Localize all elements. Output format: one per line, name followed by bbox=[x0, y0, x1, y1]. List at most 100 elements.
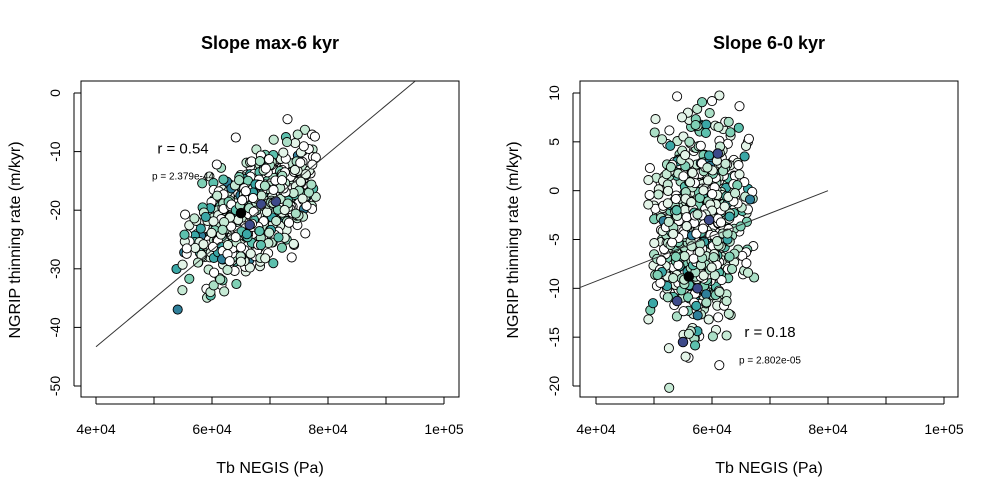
panel-2-highlight-point bbox=[692, 283, 703, 294]
panel-2-data-point bbox=[702, 162, 713, 173]
panel-2-data-point bbox=[704, 108, 715, 119]
panel-2-data-point bbox=[665, 140, 676, 151]
panel-1-x-tick-label: 8e+04 bbox=[308, 421, 348, 437]
panel-1-data-point bbox=[212, 190, 223, 201]
panel-2-data-point bbox=[741, 258, 752, 269]
panel-1-data-point bbox=[271, 215, 282, 227]
panel-2-data-point bbox=[681, 221, 692, 232]
panel-1-correlation-annotation: r = 0.54 bbox=[157, 140, 208, 157]
panel-1-plot-layer: 4e+04 6e+04 8e+04 1e+05 -50 -40 -30 -20 -10 0 r = … bbox=[47, 80, 464, 437]
panel-1-data-point bbox=[260, 163, 271, 174]
panel-2-data-point bbox=[643, 199, 654, 210]
panel-1-data-point bbox=[215, 274, 226, 285]
panel-1-data-point bbox=[226, 221, 237, 232]
panel-1-data-point bbox=[295, 176, 306, 187]
panel-1-data-point bbox=[245, 248, 256, 259]
panel-2-x-tick-label: 8e+04 bbox=[808, 421, 848, 437]
panel-1-data-point bbox=[268, 258, 279, 269]
panel-1-data-point bbox=[290, 208, 301, 219]
panel-1-data-point bbox=[259, 180, 270, 191]
panel-2-data-point bbox=[712, 236, 723, 247]
panel-2-data-point bbox=[703, 314, 714, 325]
panel-1-data-point bbox=[206, 227, 217, 238]
panel-2-data-point bbox=[679, 251, 690, 262]
panel-1-data-point bbox=[217, 224, 228, 235]
panel-1-data-point bbox=[211, 159, 222, 170]
panel-2-data-point bbox=[725, 127, 736, 138]
panel-1-x-tick-label: 6e+04 bbox=[192, 421, 232, 437]
panel-2-regression-line bbox=[580, 190, 829, 289]
panel-2-highlight-point bbox=[683, 271, 695, 282]
panel-2-data-point bbox=[668, 273, 679, 284]
panel-2-y-tick-label: 10 bbox=[546, 85, 562, 101]
panel-1-x-tick-label: 4e+04 bbox=[76, 421, 116, 437]
panel-2-highlight-point bbox=[671, 295, 683, 307]
panel-2-y-tick-label: -15 bbox=[546, 327, 562, 347]
panel-2-data-point bbox=[723, 116, 734, 127]
panel-2-title: Slope 6-0 kyr bbox=[713, 33, 825, 53]
panel-1-data-point bbox=[230, 232, 241, 243]
panel-2-data-point bbox=[706, 262, 717, 273]
panel-2-data-point bbox=[684, 136, 695, 147]
panel-1-data-point bbox=[244, 262, 255, 273]
panel-1-data-point bbox=[283, 217, 295, 228]
panel-2-data-point bbox=[706, 96, 718, 107]
panel-1-data-point bbox=[208, 216, 219, 227]
panel-2-data-point bbox=[724, 251, 735, 262]
panel-2-data-point bbox=[691, 300, 702, 311]
panel-2-data-point bbox=[671, 311, 682, 322]
panel-1-y-tick-label: -30 bbox=[47, 258, 63, 278]
panel-2-data-point bbox=[721, 295, 732, 307]
panel-1-data-point bbox=[209, 267, 220, 278]
panel-2-correlation-annotation: r = 0.18 bbox=[744, 324, 795, 341]
panel-2-data-point bbox=[668, 228, 679, 239]
panel-1-data-point bbox=[184, 273, 195, 284]
panel-2-plot-layer: 4e+04 6e+04 8e+04 1e+05 -20 -15 -10 -5 0 5 10 r = 0… bbox=[546, 80, 964, 437]
panel-1-y-tick-label: -10 bbox=[47, 141, 63, 161]
panel-2-data-point bbox=[719, 201, 730, 212]
panel-2: Slope 6-0 kyr Tb NEGIS (Pa) NGRIP thinni… bbox=[505, 33, 964, 477]
panel-2-y-tick-label: 5 bbox=[546, 138, 562, 146]
panel-1-data-point bbox=[218, 174, 229, 185]
panel-2-y-tick-label: 0 bbox=[546, 187, 562, 195]
panel-2-data-point bbox=[649, 127, 660, 138]
panel-1-data-point bbox=[254, 226, 265, 237]
panel-2-data-point bbox=[643, 175, 654, 186]
panel-1-y-tick-label: 0 bbox=[47, 89, 63, 97]
panel-2-data-point bbox=[697, 97, 708, 108]
panel-2-data-point bbox=[715, 217, 727, 228]
panel-1-data-point bbox=[276, 242, 288, 253]
panel-2-data-point bbox=[716, 275, 727, 286]
panel-1-data-point bbox=[219, 286, 230, 297]
panel-2-data-point bbox=[672, 91, 683, 102]
panel-2-data-point bbox=[652, 269, 663, 281]
panel-1-data-point bbox=[208, 280, 219, 291]
panel-1-data-point bbox=[177, 259, 188, 270]
panel-2-data-point bbox=[698, 185, 709, 196]
panel-2-data-point bbox=[694, 246, 705, 257]
panel-1-data-point bbox=[230, 132, 241, 143]
panel-1-data-point bbox=[306, 179, 317, 190]
panel-2-data-point bbox=[692, 209, 703, 220]
panel-2-data-point bbox=[692, 103, 703, 115]
panel-1-data-point bbox=[207, 241, 219, 252]
panel-1-data-point bbox=[195, 223, 206, 234]
panel-1-data-point bbox=[268, 184, 279, 195]
panel-2-data-point bbox=[695, 140, 706, 151]
panel-2-data-point bbox=[698, 270, 709, 281]
panel-1-data-point bbox=[222, 239, 233, 251]
panel-1-data-point bbox=[309, 131, 320, 142]
panel-2-data-point bbox=[656, 134, 668, 145]
panel-1-points bbox=[95, 81, 416, 348]
panel-1-data-point bbox=[299, 124, 310, 135]
panel-2-data-point bbox=[701, 297, 712, 308]
panel-1-data-point bbox=[264, 227, 275, 238]
panel-1-highlight-point bbox=[235, 207, 247, 219]
panel-1-regression-line bbox=[95, 81, 416, 348]
panel-1-data-point bbox=[179, 229, 190, 240]
panel-1-y-tick-label: -50 bbox=[47, 376, 63, 396]
panel-2-data-point bbox=[678, 171, 689, 182]
panel-1-data-point bbox=[198, 239, 209, 250]
panel-2-data-point bbox=[714, 286, 725, 297]
panel-2-data-point bbox=[676, 112, 688, 123]
